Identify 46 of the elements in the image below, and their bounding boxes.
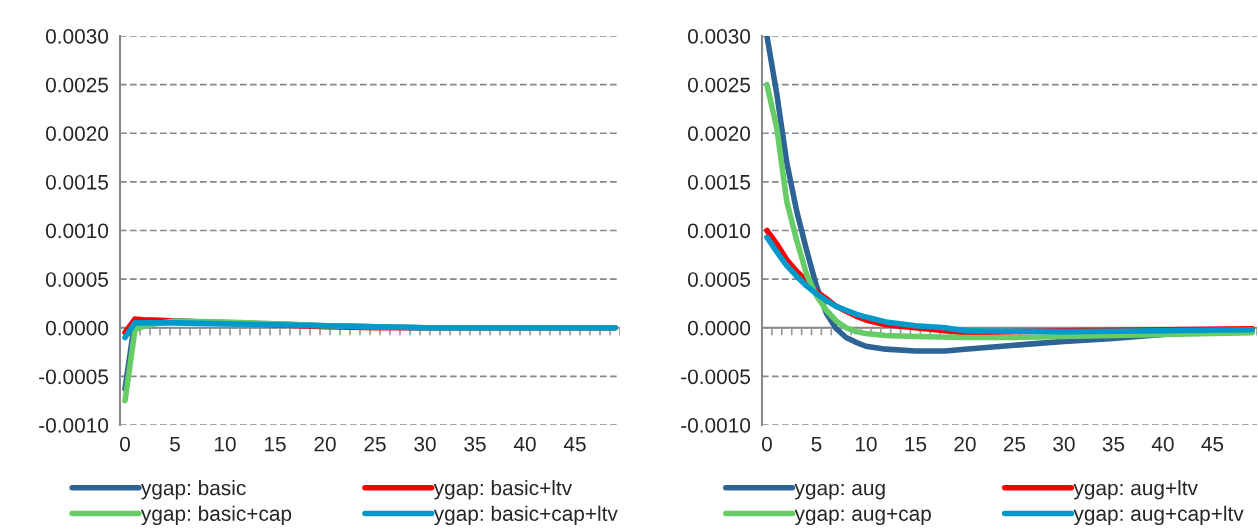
y-tick-label: 0.0025	[45, 77, 109, 93]
y-tick-label: 0.0010	[687, 223, 751, 239]
x-tick-label: 45	[563, 436, 586, 452]
x-tick-label: 0	[761, 436, 772, 452]
legend-label: ygap: aug+cap	[794, 508, 931, 526]
y-tick-label: 0.0010	[45, 223, 109, 239]
y-tick-label: -0.0010	[39, 418, 109, 433]
x-tick-label: 35	[1102, 436, 1125, 452]
y-tick-label: 0.0030	[687, 29, 751, 44]
y-tick-label: -0.0005	[39, 369, 109, 385]
x-tick-label: 15	[905, 436, 927, 452]
y-tick-label: 0.0000	[45, 320, 109, 336]
x-tick-label: 20	[954, 436, 976, 452]
x-tick-label: 30	[414, 436, 436, 452]
y-tick-label: 0.0025	[687, 77, 751, 93]
y-tick-label: 0.0015	[687, 174, 751, 190]
y-tick-label: 0.0020	[45, 126, 109, 141]
x-tick-label: 45	[1201, 436, 1224, 452]
x-tick-label: 40	[513, 436, 536, 452]
x-tick-label: 10	[215, 436, 236, 452]
x-tick-label: 5	[170, 436, 180, 452]
x-tick-label: 15	[265, 436, 286, 452]
legend-label: ygap: basic+cap+ltv	[433, 505, 618, 526]
x-tick-label: 35	[464, 436, 486, 452]
x-tick-label: 30	[1053, 436, 1075, 452]
y-tick-label: 0.0015	[45, 174, 109, 190]
legend-label: ygap: basic	[140, 480, 246, 500]
x-tick-label: 25	[1003, 436, 1026, 452]
y-tick-label: 0.0005	[45, 272, 109, 287]
x-tick-label: 5	[811, 436, 822, 452]
legend-label: ygap: basic+cap	[140, 505, 292, 526]
legend-label: ygap: aug+ltv	[1073, 480, 1198, 500]
x-tick-label: 10	[855, 436, 877, 452]
y-tick-label: 0.0005	[687, 272, 751, 287]
y-tick-label: 0.0000	[687, 320, 751, 336]
y-tick-label: 0.0030	[45, 29, 109, 44]
y-tick-label: 0.0020	[687, 126, 751, 141]
legend-label: ygap: aug	[794, 483, 885, 500]
x-tick-label: 20	[314, 436, 336, 452]
y-tick-label: -0.0005	[681, 369, 751, 385]
x-tick-label: 40	[1151, 436, 1174, 452]
legend-label: ygap: aug+cap+ltv	[1073, 505, 1244, 526]
legend-label: ygap: basic+ltv	[433, 480, 573, 500]
y-tick-label: -0.0010	[681, 418, 751, 433]
x-tick-label: 0	[120, 436, 130, 452]
x-tick-label: 25	[364, 436, 386, 452]
